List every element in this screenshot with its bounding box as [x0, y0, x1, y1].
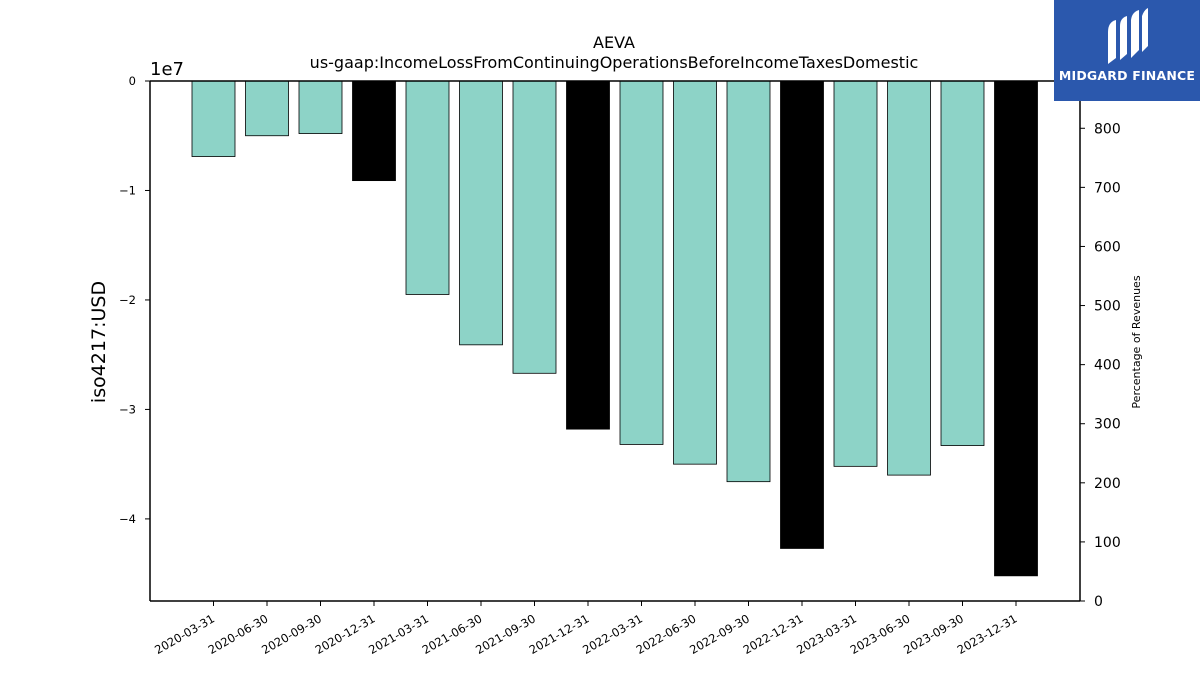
bar-2020-06-30 [245, 80, 289, 137]
y2-tick-label: 500 [1094, 299, 1121, 315]
x-tick-label: 2020-09-30 [259, 611, 324, 657]
chart-subtitle: us-gaap:IncomeLossFromContinuingOperatio… [310, 53, 919, 72]
x-tick-label: 2021-12-31 [527, 611, 592, 657]
bar-2021-03-31 [405, 80, 450, 295]
y2-tick-label: 400 [1094, 358, 1121, 374]
y-tick-label: −3 [119, 402, 136, 416]
x-tick-label: 2022-09-30 [687, 611, 752, 657]
y-tick-label: 0 [129, 74, 136, 88]
x-tick-label: 2021-03-31 [366, 611, 431, 657]
y-axis-multiplier: 1e7 [150, 59, 184, 80]
y-tick-label: −4 [119, 512, 136, 526]
x-tick-label: 2022-03-31 [580, 611, 645, 657]
y-ticks-group: 0 −1 −2 −3 −4 [119, 74, 150, 526]
x-tick-label: 2021-06-30 [420, 611, 485, 657]
midgard-logo-icon [1108, 8, 1148, 64]
brand-logo: MIDGARD FINANCE [1054, 0, 1200, 101]
y-axis-label: iso4217:USD [88, 281, 110, 403]
x-tick-label: 2020-03-31 [152, 611, 217, 657]
x-tick-label: 2023-09-30 [901, 611, 966, 657]
x-ticks-group: 2020-03-312020-06-302020-09-302020-12-31… [152, 601, 1020, 657]
bar-2020-09-30 [298, 80, 343, 134]
bar-2022-03-31 [619, 80, 664, 445]
x-tick-label: 2020-06-30 [206, 611, 271, 657]
chart-title: AEVA [593, 33, 635, 52]
x-tick-label: 2023-06-30 [848, 611, 913, 657]
bar-2022-09-30 [726, 80, 771, 483]
bar-2020-12-31 [352, 80, 396, 182]
y2-ticks-group: 0 100 200 300 400 500 600 700 800 [1080, 121, 1121, 610]
bar-2023-12-31 [994, 80, 1038, 577]
bar-2021-12-31 [566, 80, 610, 430]
x-tick-label: 2023-12-31 [955, 611, 1020, 657]
logo-text: MIDGARD FINANCE [1058, 68, 1196, 83]
bar-2023-06-30 [887, 80, 931, 476]
y2-tick-label: 700 [1094, 180, 1121, 196]
y2-tick-label: 600 [1094, 239, 1121, 255]
y2-axis-label: Percentage of Revenues [1130, 275, 1143, 408]
bar-2020-03-31 [191, 80, 236, 157]
bar-2021-09-30 [512, 80, 557, 374]
x-tick-label: 2020-12-31 [313, 611, 378, 657]
y-tick-label: −1 [119, 183, 136, 197]
x-tick-label: 2023-03-31 [794, 611, 859, 657]
bars-group [191, 80, 1038, 577]
y2-tick-label: 300 [1094, 417, 1121, 433]
x-tick-label: 2022-06-30 [634, 611, 699, 657]
bar-2023-09-30 [940, 80, 985, 446]
y-tick-label: −2 [119, 293, 136, 307]
y2-tick-label: 100 [1094, 535, 1121, 551]
bar-2022-06-30 [673, 80, 717, 465]
bar-2022-12-31 [780, 80, 824, 549]
y2-tick-label: 800 [1094, 121, 1121, 137]
y2-tick-label: 200 [1094, 476, 1121, 492]
x-tick-label: 2022-12-31 [741, 611, 806, 657]
bar-2023-03-31 [833, 80, 878, 467]
x-tick-label: 2021-09-30 [473, 611, 538, 657]
bar-2021-06-30 [459, 80, 503, 346]
y2-tick-label: 0 [1094, 594, 1103, 610]
